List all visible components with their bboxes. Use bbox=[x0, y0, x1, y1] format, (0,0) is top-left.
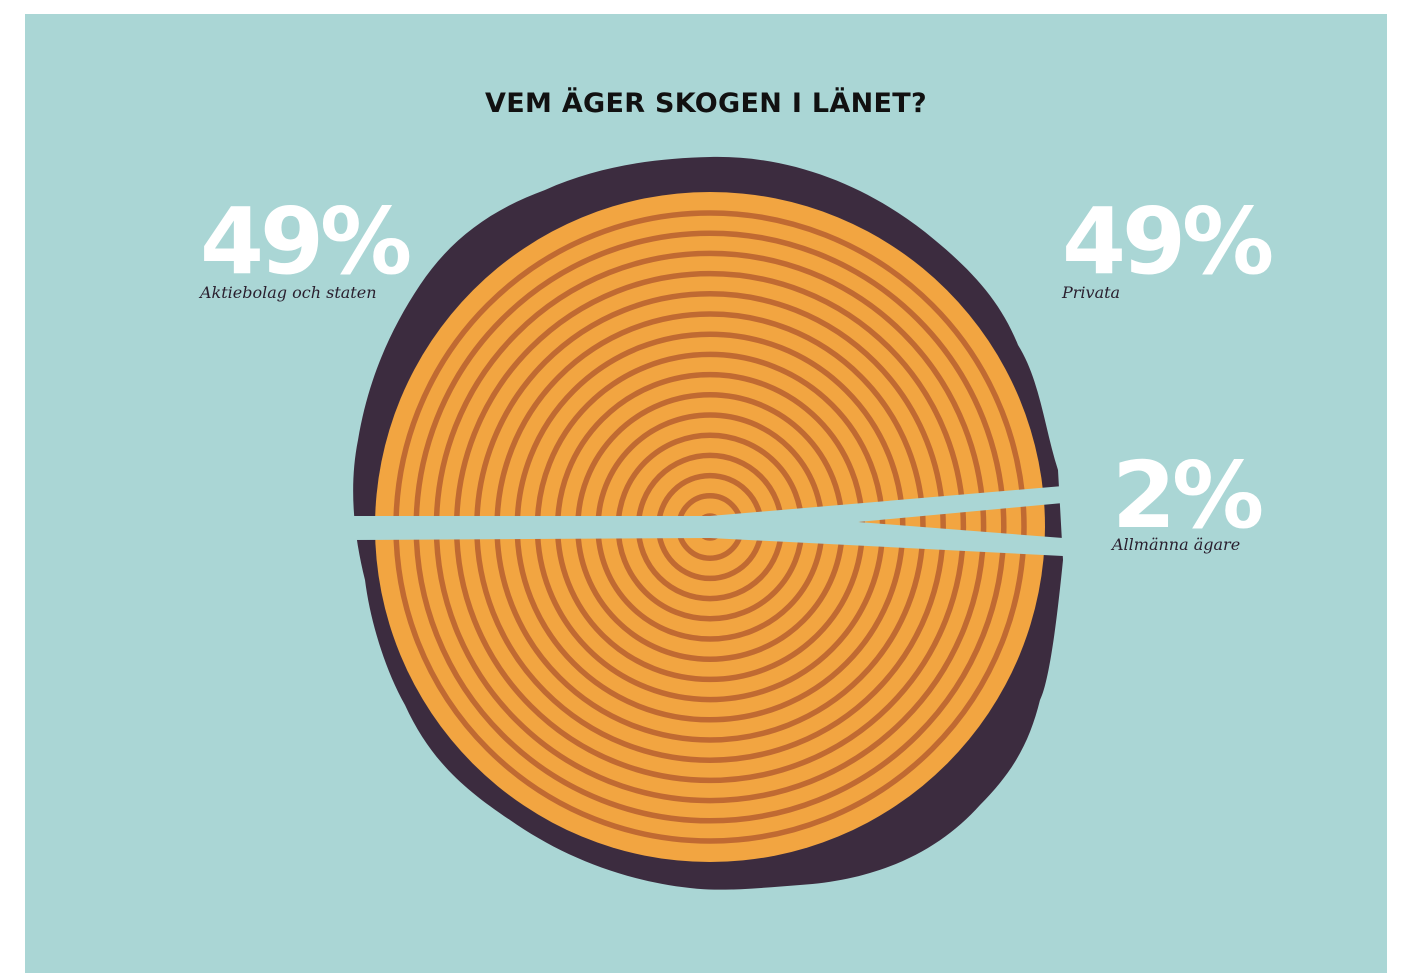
slice-gap-right bbox=[710, 486, 1063, 556]
slice-gap-left bbox=[345, 516, 710, 540]
slice-value-privata: 49% bbox=[1062, 188, 1274, 295]
slice-value-aktiebolag: 49% bbox=[200, 188, 412, 295]
slice-label-allmanna: Allmänna ägare bbox=[1112, 535, 1241, 554]
chart-title: VEM ÄGER SKOGEN I LÄNET? bbox=[485, 88, 927, 119]
slice-label-aktiebolag: Aktiebolag och staten bbox=[200, 283, 377, 302]
slice-label-privata: Privata bbox=[1062, 283, 1121, 302]
slice-value-allmanna: 2% bbox=[1112, 442, 1264, 549]
